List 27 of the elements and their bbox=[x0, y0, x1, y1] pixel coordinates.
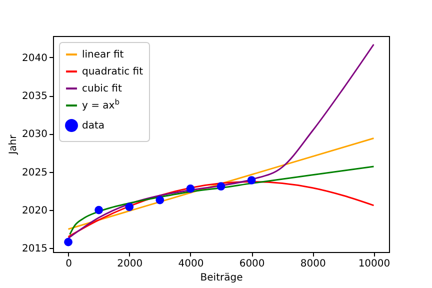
x-tick-label: 10000 bbox=[358, 258, 390, 270]
y-tick-label: 2035 bbox=[22, 91, 48, 102]
point bbox=[247, 176, 256, 184]
legend-label: data bbox=[82, 120, 105, 132]
point bbox=[125, 202, 134, 212]
point bbox=[94, 206, 103, 214]
y-tick-label: 2040 bbox=[22, 52, 48, 64]
point bbox=[186, 184, 195, 193]
legend-label: linear fit bbox=[82, 50, 124, 60]
legend-label: cubic fit bbox=[82, 84, 122, 94]
legend-label: y = ax$^{b}$ bbox=[82, 97, 120, 112]
legend-label: quadratic fit bbox=[82, 66, 144, 78]
x-tick-label: 6000 bbox=[239, 258, 265, 270]
x-tick-label: 2000 bbox=[117, 258, 143, 270]
x-axis-title: Beiträge bbox=[200, 272, 243, 284]
x-tick-label: 0 bbox=[66, 258, 72, 270]
x-tick-label: 8000 bbox=[300, 258, 326, 270]
x-tick-label: 4000 bbox=[178, 258, 204, 270]
point bbox=[156, 196, 164, 204]
point bbox=[216, 182, 226, 191]
y-axis-title: Jahr bbox=[8, 134, 20, 156]
y-tick-label: 2015 bbox=[22, 244, 48, 255]
y-tick-label: 2025 bbox=[22, 167, 48, 178]
y-tick-label: 2020 bbox=[22, 206, 48, 217]
y-tick-label: 2030 bbox=[22, 129, 48, 140]
line-series bbox=[69, 166, 374, 236]
point bbox=[64, 238, 72, 246]
